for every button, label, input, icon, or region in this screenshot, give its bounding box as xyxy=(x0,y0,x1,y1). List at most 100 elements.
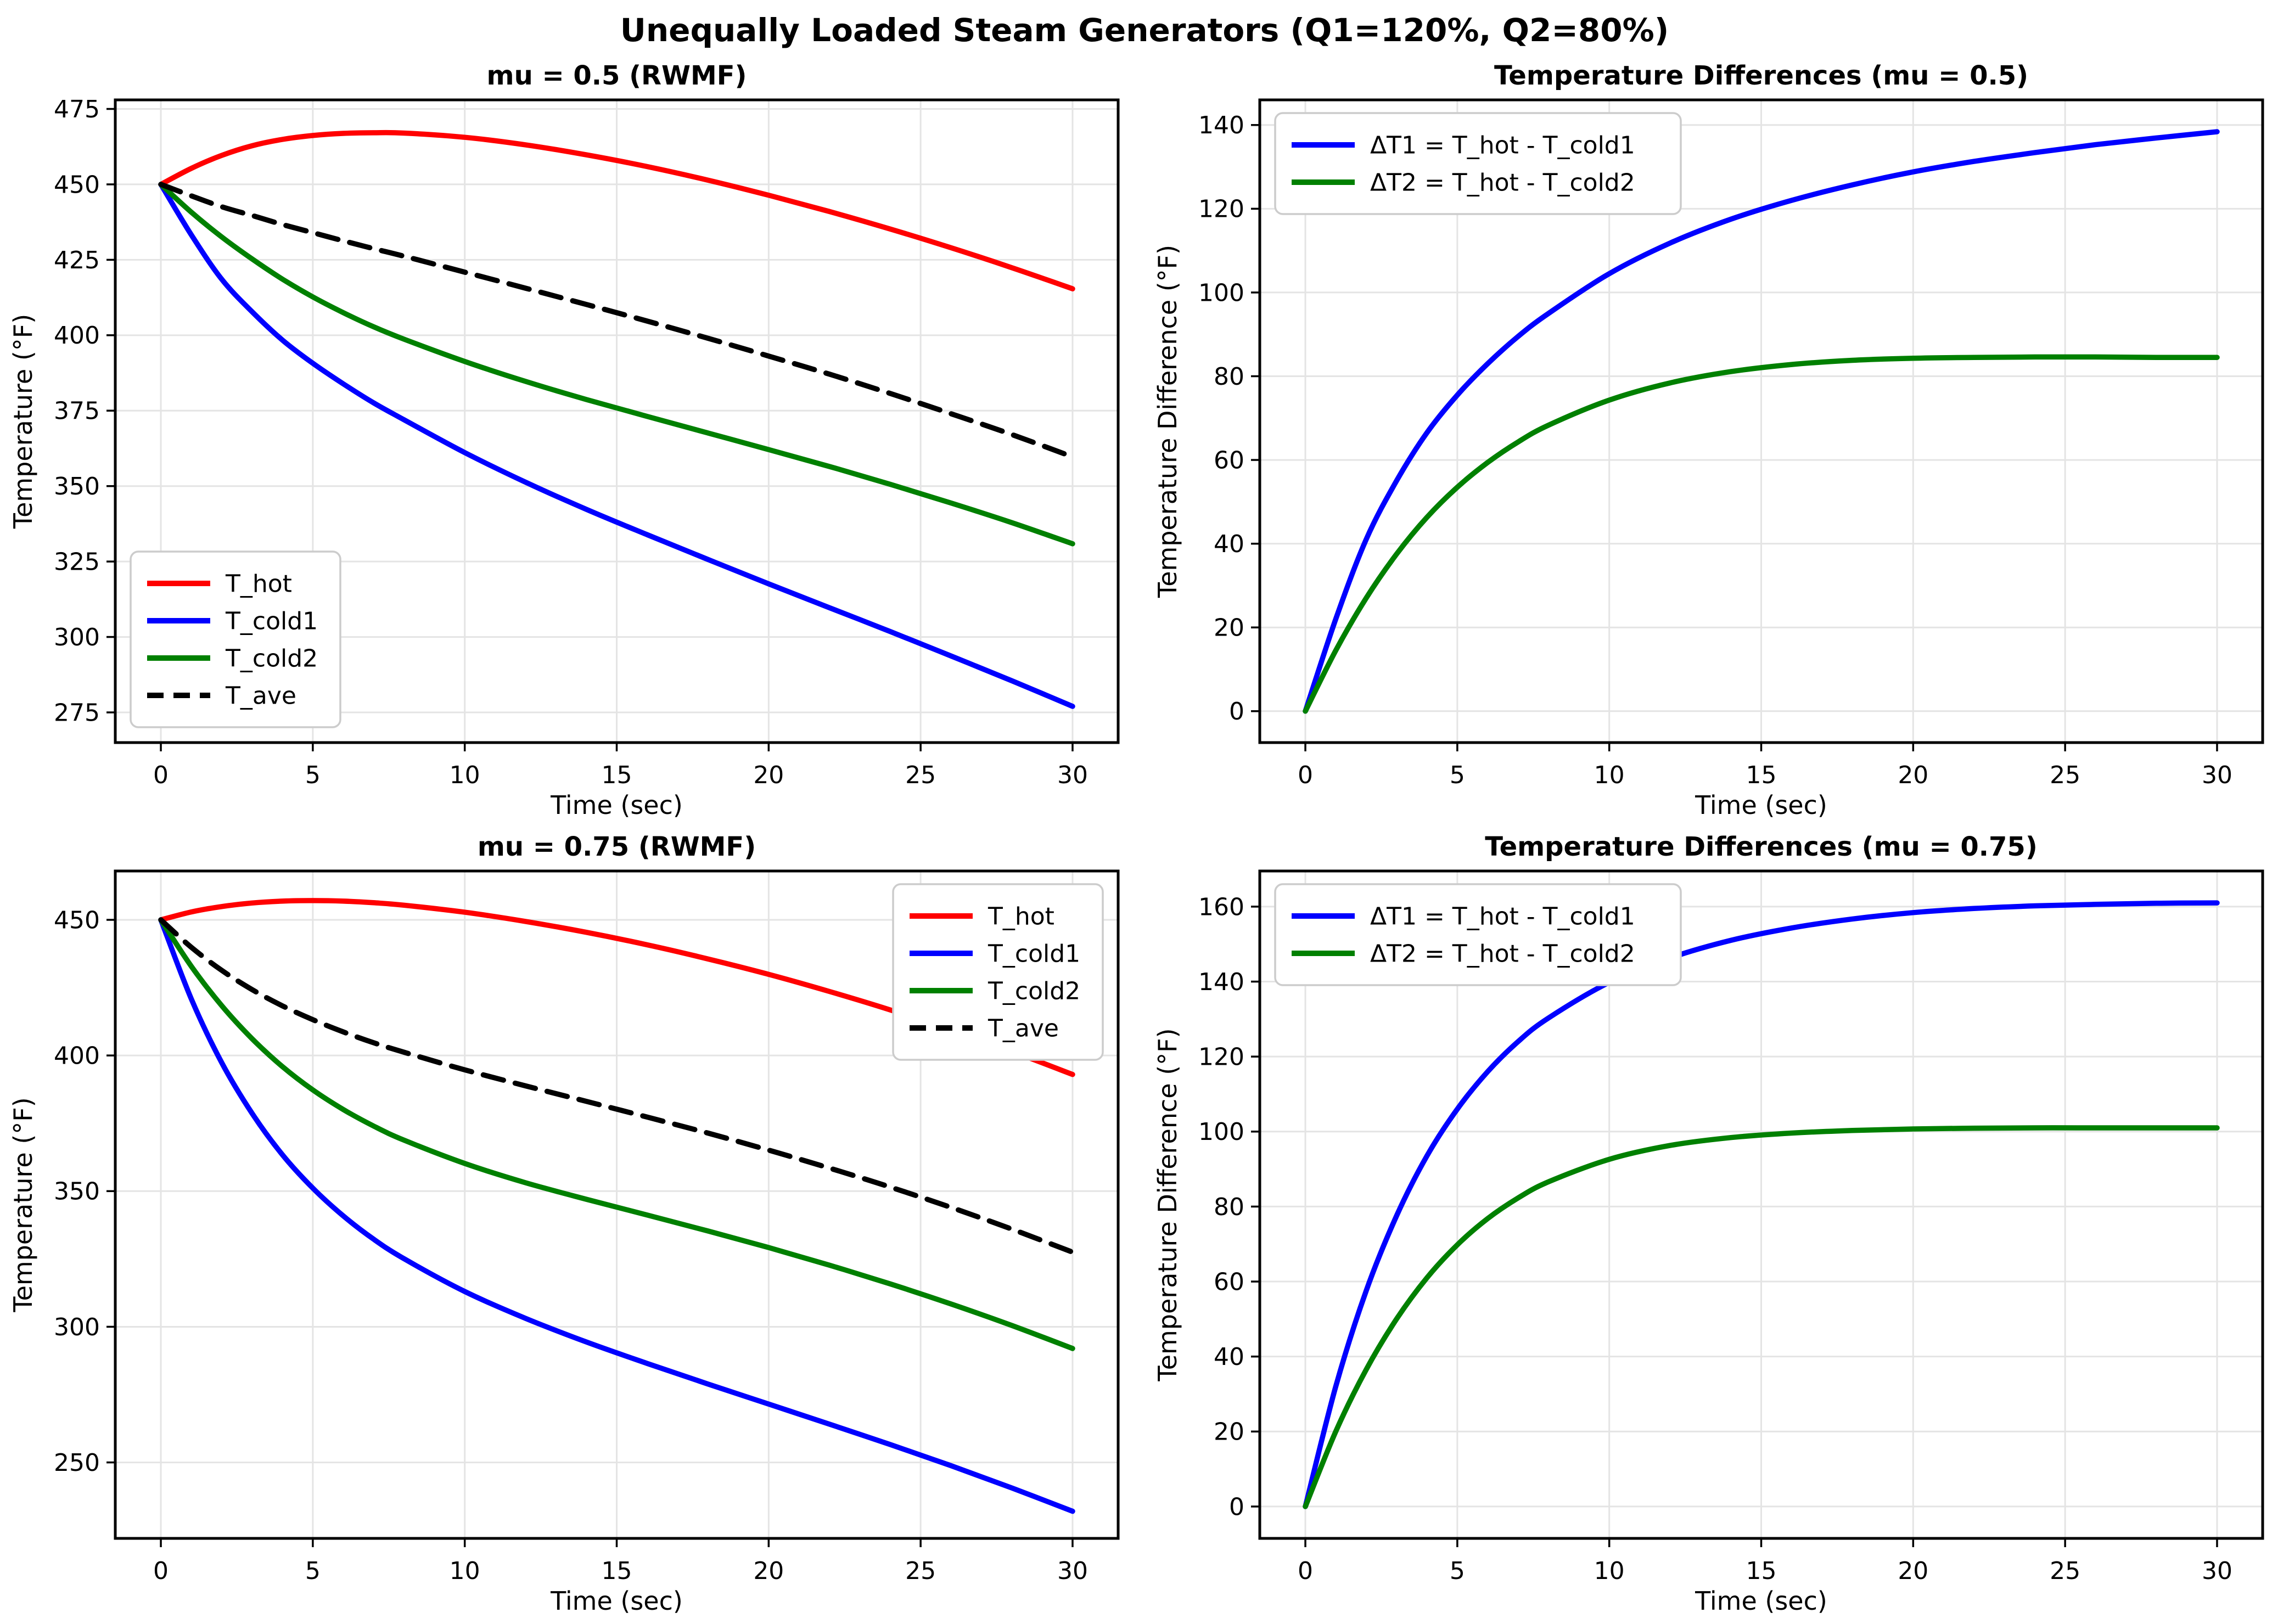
series-t-cold1-line xyxy=(158,182,1075,709)
svg-text:120: 120 xyxy=(1198,195,1244,223)
svg-text:275: 275 xyxy=(54,699,100,727)
svg-text:20: 20 xyxy=(1214,1418,1244,1446)
svg-text:0: 0 xyxy=(1229,698,1244,726)
svg-text:325: 325 xyxy=(54,548,100,576)
x-axis: 0 5 10 15 20 25 30 xyxy=(153,743,1088,789)
svg-text:60: 60 xyxy=(1214,446,1244,474)
svg-text:30: 30 xyxy=(2202,761,2232,789)
temperatures-mu-075-xlabel: Time (sec) xyxy=(550,1586,683,1616)
svg-text:10: 10 xyxy=(450,1557,480,1585)
svg-text:25: 25 xyxy=(905,1557,936,1585)
svg-text:475: 475 xyxy=(54,95,100,123)
series-t-cold1-line xyxy=(158,917,1075,1514)
figure-suptitle: Unequally Loaded Steam Generators (Q1=12… xyxy=(620,12,1669,49)
differences-mu-075-ylabel: Temperature Difference (°F) xyxy=(1153,1028,1182,1381)
legend-label-2: ΔT2 = T_hot - T_cold2 xyxy=(1370,940,1635,968)
svg-text:20: 20 xyxy=(1214,614,1244,642)
differences-mu-05-svg: 0 5 10 15 20 25 30 0 20 40 60 80 100 120 140 Temperatur… xyxy=(1153,60,2264,820)
svg-text:400: 400 xyxy=(54,1042,100,1070)
svg-text:450: 450 xyxy=(54,906,100,934)
plot-area xyxy=(158,130,1075,709)
differences-mu-05-ylabel: Temperature Difference (°F) xyxy=(1153,245,1182,598)
svg-text:0: 0 xyxy=(1298,1557,1313,1585)
svg-text:400: 400 xyxy=(54,322,100,350)
svg-text:30: 30 xyxy=(1057,761,1088,789)
differences-mu-05-xlabel: Time (sec) xyxy=(1695,790,1827,820)
svg-text:120: 120 xyxy=(1198,1043,1244,1071)
x-axis: 0 5 10 15 20 25 30 xyxy=(1298,1538,2232,1585)
legend-label-4: T_ave xyxy=(225,682,296,710)
legend-label-2: ΔT2 = T_hot - T_cold2 xyxy=(1370,168,1635,196)
svg-text:80: 80 xyxy=(1214,363,1244,391)
svg-text:25: 25 xyxy=(2050,761,2080,789)
svg-text:80: 80 xyxy=(1214,1193,1244,1221)
svg-text:250: 250 xyxy=(54,1449,100,1477)
legend: T_hot T_cold1 T_cold2 T_ave xyxy=(130,550,341,728)
legend-label-2: T_cold1 xyxy=(225,607,318,635)
subplot-temperatures-mu-075: 0 5 10 15 20 25 30 250 300 350 400 450 mu = 0.75 (RW… xyxy=(0,826,1144,1622)
svg-text:100: 100 xyxy=(1198,279,1244,307)
svg-text:300: 300 xyxy=(54,623,100,651)
svg-text:140: 140 xyxy=(1198,968,1244,996)
series-t-ave-line xyxy=(158,182,1075,460)
svg-text:40: 40 xyxy=(1214,1343,1244,1371)
grid-lines xyxy=(115,100,1118,743)
series-t-ave-line xyxy=(158,917,1075,1255)
svg-text:10: 10 xyxy=(1594,761,1625,789)
svg-text:15: 15 xyxy=(1746,1557,1777,1585)
series--t2-t-hot-t-cold2-line xyxy=(1303,354,2220,714)
svg-text:15: 15 xyxy=(602,761,632,789)
y-axis: 0 20 40 60 80 100 120 140 160 xyxy=(1198,893,1260,1521)
temperatures-mu-05-title: mu = 0.5 (RWMF) xyxy=(487,60,747,91)
svg-text:15: 15 xyxy=(602,1557,632,1585)
legend-label-3: T_cold2 xyxy=(988,977,1080,1005)
svg-text:20: 20 xyxy=(753,761,784,789)
legend: T_hot T_cold1 T_cold2 T_ave xyxy=(892,883,1104,1061)
svg-text:15: 15 xyxy=(1746,761,1777,789)
svg-text:25: 25 xyxy=(2050,1557,2080,1585)
legend-label-1: T_hot xyxy=(988,902,1054,930)
legend: ΔT1 = T_hot - T_cold1 ΔT2 = T_hot - T_col… xyxy=(1274,112,1682,215)
svg-text:100: 100 xyxy=(1198,1118,1244,1146)
svg-text:375: 375 xyxy=(54,397,100,425)
plot-area xyxy=(1303,129,2220,714)
svg-text:40: 40 xyxy=(1214,530,1244,558)
differences-mu-075-svg: 0 5 10 15 20 25 30 0 20 40 60 80 100 120 140 160 Tempera… xyxy=(1153,831,2264,1616)
svg-text:5: 5 xyxy=(1450,761,1465,789)
subplot-temperatures-mu-05: 0 5 10 15 20 25 30 275 300 325 350 375 400 425 450 475 m… xyxy=(0,55,1144,826)
x-axis: 0 5 10 15 20 25 30 xyxy=(153,1538,1088,1585)
svg-text:25: 25 xyxy=(905,761,936,789)
series-t-hot-line xyxy=(158,130,1075,291)
temperatures-mu-05-svg: 0 5 10 15 20 25 30 275 300 325 350 375 400 425 450 475 m… xyxy=(8,60,1120,820)
temperatures-mu-05-ylabel: Temperature (°F) xyxy=(8,314,38,529)
svg-text:5: 5 xyxy=(1450,1557,1465,1585)
svg-text:5: 5 xyxy=(305,761,321,789)
svg-text:160: 160 xyxy=(1198,893,1244,921)
temperatures-mu-075-title: mu = 0.75 (RWMF) xyxy=(478,831,756,862)
subplot-grid: 0 5 10 15 20 25 30 275 300 325 350 375 400 425 450 475 m… xyxy=(0,55,2289,1622)
temperatures-mu-05-xlabel: Time (sec) xyxy=(550,790,683,820)
series--t1-t-hot-t-cold1-line xyxy=(1303,129,2220,714)
svg-text:30: 30 xyxy=(1057,1557,1088,1585)
svg-text:60: 60 xyxy=(1214,1268,1244,1296)
svg-text:10: 10 xyxy=(450,761,480,789)
svg-text:20: 20 xyxy=(1898,761,1928,789)
differences-mu-05-title: Temperature Differences (mu = 0.5) xyxy=(1494,60,2028,91)
svg-text:425: 425 xyxy=(54,246,100,274)
temperatures-mu-075-svg: 0 5 10 15 20 25 30 250 300 350 400 450 mu = 0.75 (RW… xyxy=(8,831,1120,1616)
x-axis: 0 5 10 15 20 25 30 xyxy=(1298,743,2232,789)
svg-text:20: 20 xyxy=(753,1557,784,1585)
legend-label-1: ΔT1 = T_hot - T_cold1 xyxy=(1370,902,1635,930)
subplot-differences-mu-075: 0 5 10 15 20 25 30 0 20 40 60 80 100 120 140 160 Tempera… xyxy=(1144,826,2289,1622)
svg-text:0: 0 xyxy=(153,761,169,789)
differences-mu-075-xlabel: Time (sec) xyxy=(1695,1586,1827,1616)
svg-text:30: 30 xyxy=(2202,1557,2232,1585)
svg-text:0: 0 xyxy=(1298,761,1313,789)
svg-text:10: 10 xyxy=(1594,1557,1625,1585)
series-t-cold2-line xyxy=(158,917,1075,1351)
subplot-differences-mu-05: 0 5 10 15 20 25 30 0 20 40 60 80 100 120 140 Temperatur… xyxy=(1144,55,2289,826)
y-axis: 275 300 325 350 375 400 425 450 475 xyxy=(54,95,115,727)
differences-mu-075-title: Temperature Differences (mu = 0.75) xyxy=(1485,831,2038,862)
legend-label-1: T_hot xyxy=(225,570,292,598)
